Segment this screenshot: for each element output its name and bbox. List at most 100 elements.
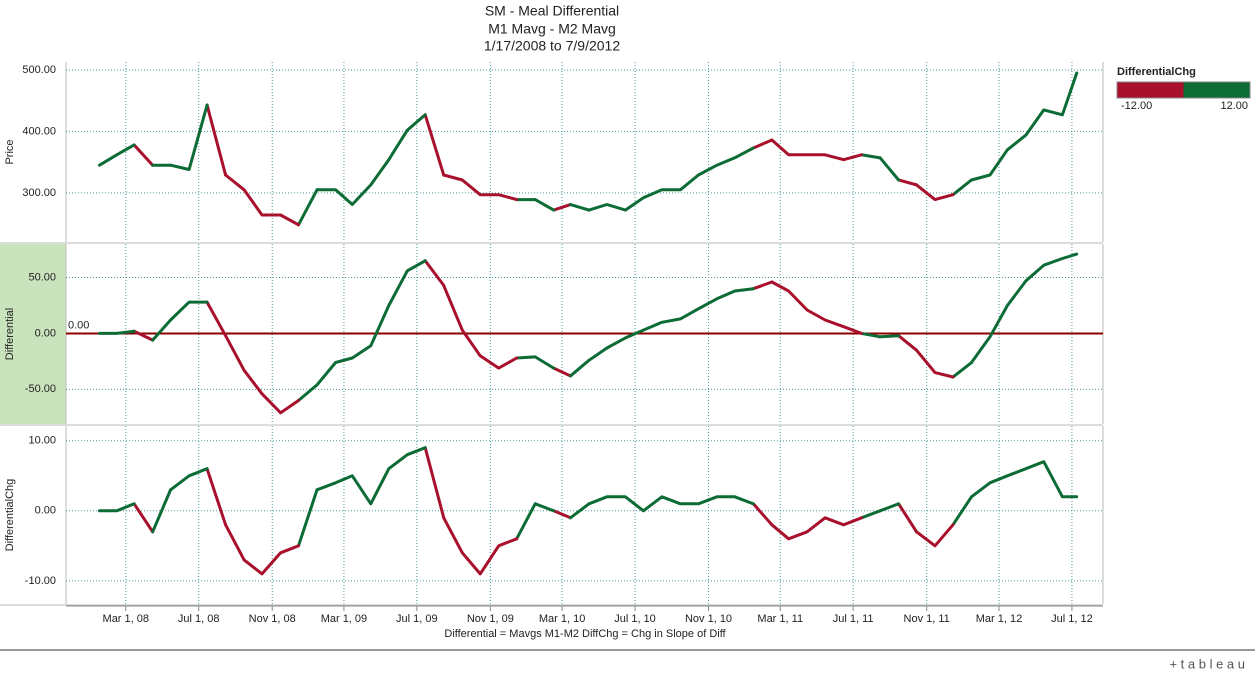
axis-highlight <box>0 244 66 424</box>
legend-box <box>1116 81 1251 99</box>
data-line <box>970 460 1079 499</box>
chart-title: SM - Meal Differential <box>485 3 619 19</box>
legend-title: DifferentialChg <box>1117 66 1196 78</box>
line-connector <box>568 203 591 212</box>
line-connector <box>860 153 882 160</box>
y-axis-label: Differential <box>4 308 16 360</box>
data-line <box>442 173 519 202</box>
data-line <box>442 516 519 576</box>
line-connector <box>951 178 974 197</box>
data-line <box>224 334 300 415</box>
data-line <box>587 146 755 212</box>
y-axis-label: DifferentialChg <box>4 479 16 552</box>
y-tick-label: 300.00 <box>22 187 56 199</box>
line-connector <box>751 280 774 291</box>
line-connector <box>423 446 446 520</box>
line-connector <box>423 259 446 287</box>
data-line <box>169 300 209 322</box>
x-tick-label: Mar 1, 12 <box>976 613 1022 625</box>
x-tick-label: Nov 1, 09 <box>467 613 514 625</box>
x-tick-label: Nov 1, 10 <box>685 613 732 625</box>
line-connector <box>552 509 572 520</box>
data-line <box>533 355 556 370</box>
brand-logo: + t a b l e a u <box>1169 656 1245 671</box>
line-connector <box>423 113 446 177</box>
line-connector <box>897 502 919 534</box>
line-connector <box>515 355 537 360</box>
y-tick-label: 0.00 <box>35 327 56 339</box>
data-line <box>224 523 300 576</box>
line-connector <box>951 361 974 379</box>
data-line <box>169 467 209 492</box>
data-line <box>224 173 300 227</box>
x-tick-label: Nov 1, 11 <box>904 613 950 625</box>
x-tick-label: Jul 1, 12 <box>1051 613 1093 625</box>
line-connector <box>132 329 155 342</box>
x-tick-label: Mar 1, 09 <box>321 613 367 625</box>
data-line <box>770 138 863 162</box>
line-connector <box>297 383 319 403</box>
data-line <box>970 252 1079 364</box>
data-line <box>878 156 901 182</box>
line-connector <box>552 366 572 378</box>
data-line <box>442 283 519 370</box>
data-line <box>533 502 556 513</box>
line-connector <box>568 358 591 378</box>
x-tick-label: Mar 1, 10 <box>539 613 585 625</box>
x-tick-label: Jul 1, 08 <box>178 613 220 625</box>
legend-swatch-neg <box>1117 82 1184 98</box>
y-tick-label: 400.00 <box>22 125 56 137</box>
x-tick-label: Jul 1, 09 <box>396 613 438 625</box>
legend-tick-label: -12.00 <box>1121 100 1152 112</box>
data-line <box>169 103 209 171</box>
x-tick-label: Jul 1, 10 <box>614 613 656 625</box>
legend-swatch-pos <box>1183 82 1250 98</box>
data-line <box>770 280 863 335</box>
data-line <box>915 348 955 379</box>
line-connector <box>205 103 228 177</box>
data-line <box>98 329 136 335</box>
x-tick-label: Jul 1, 11 <box>833 613 874 625</box>
line-connector <box>951 495 974 527</box>
line-connector <box>297 488 319 548</box>
data-line <box>915 183 955 202</box>
line-connector <box>151 488 173 534</box>
line-connector <box>897 334 919 352</box>
legend-tick-label: 12.00 <box>1220 100 1248 112</box>
line-connector <box>151 318 173 342</box>
line-connector <box>515 502 537 541</box>
reference-line-label: 0.00 <box>68 319 89 331</box>
data-line <box>587 495 755 513</box>
data-line <box>970 71 1079 182</box>
data-line <box>315 113 427 206</box>
data-line <box>878 502 901 513</box>
line-connector <box>132 143 155 167</box>
y-tick-label: 0.00 <box>35 505 56 517</box>
y-tick-label: 10.00 <box>28 435 56 447</box>
y-tick-label: 50.00 <box>28 271 56 283</box>
data-line <box>98 502 136 513</box>
line-connector <box>860 331 882 339</box>
y-tick-label: -50.00 <box>25 383 56 395</box>
y-tick-label: -10.00 <box>25 575 56 587</box>
line-connector <box>897 178 919 187</box>
x-tick-label: Mar 1, 11 <box>757 613 803 625</box>
line-connector <box>205 467 228 527</box>
x-tick-label: Mar 1, 08 <box>103 613 149 625</box>
line-connector <box>552 203 572 212</box>
data-line <box>915 523 955 548</box>
chart-date-range: 1/17/2008 to 7/9/2012 <box>484 38 620 54</box>
line-connector <box>205 300 228 338</box>
chart-subtitle: M1 Mavg - M2 Mavg <box>488 21 616 37</box>
line-connector <box>860 509 882 520</box>
data-line <box>587 287 755 362</box>
line-connector <box>751 138 774 150</box>
line-connector <box>751 502 774 527</box>
line-connector <box>132 502 155 534</box>
line-connector <box>297 188 319 227</box>
line-connector <box>568 502 591 520</box>
y-axis-label: Price <box>4 139 16 164</box>
data-line <box>533 198 556 212</box>
data-line <box>98 143 136 167</box>
